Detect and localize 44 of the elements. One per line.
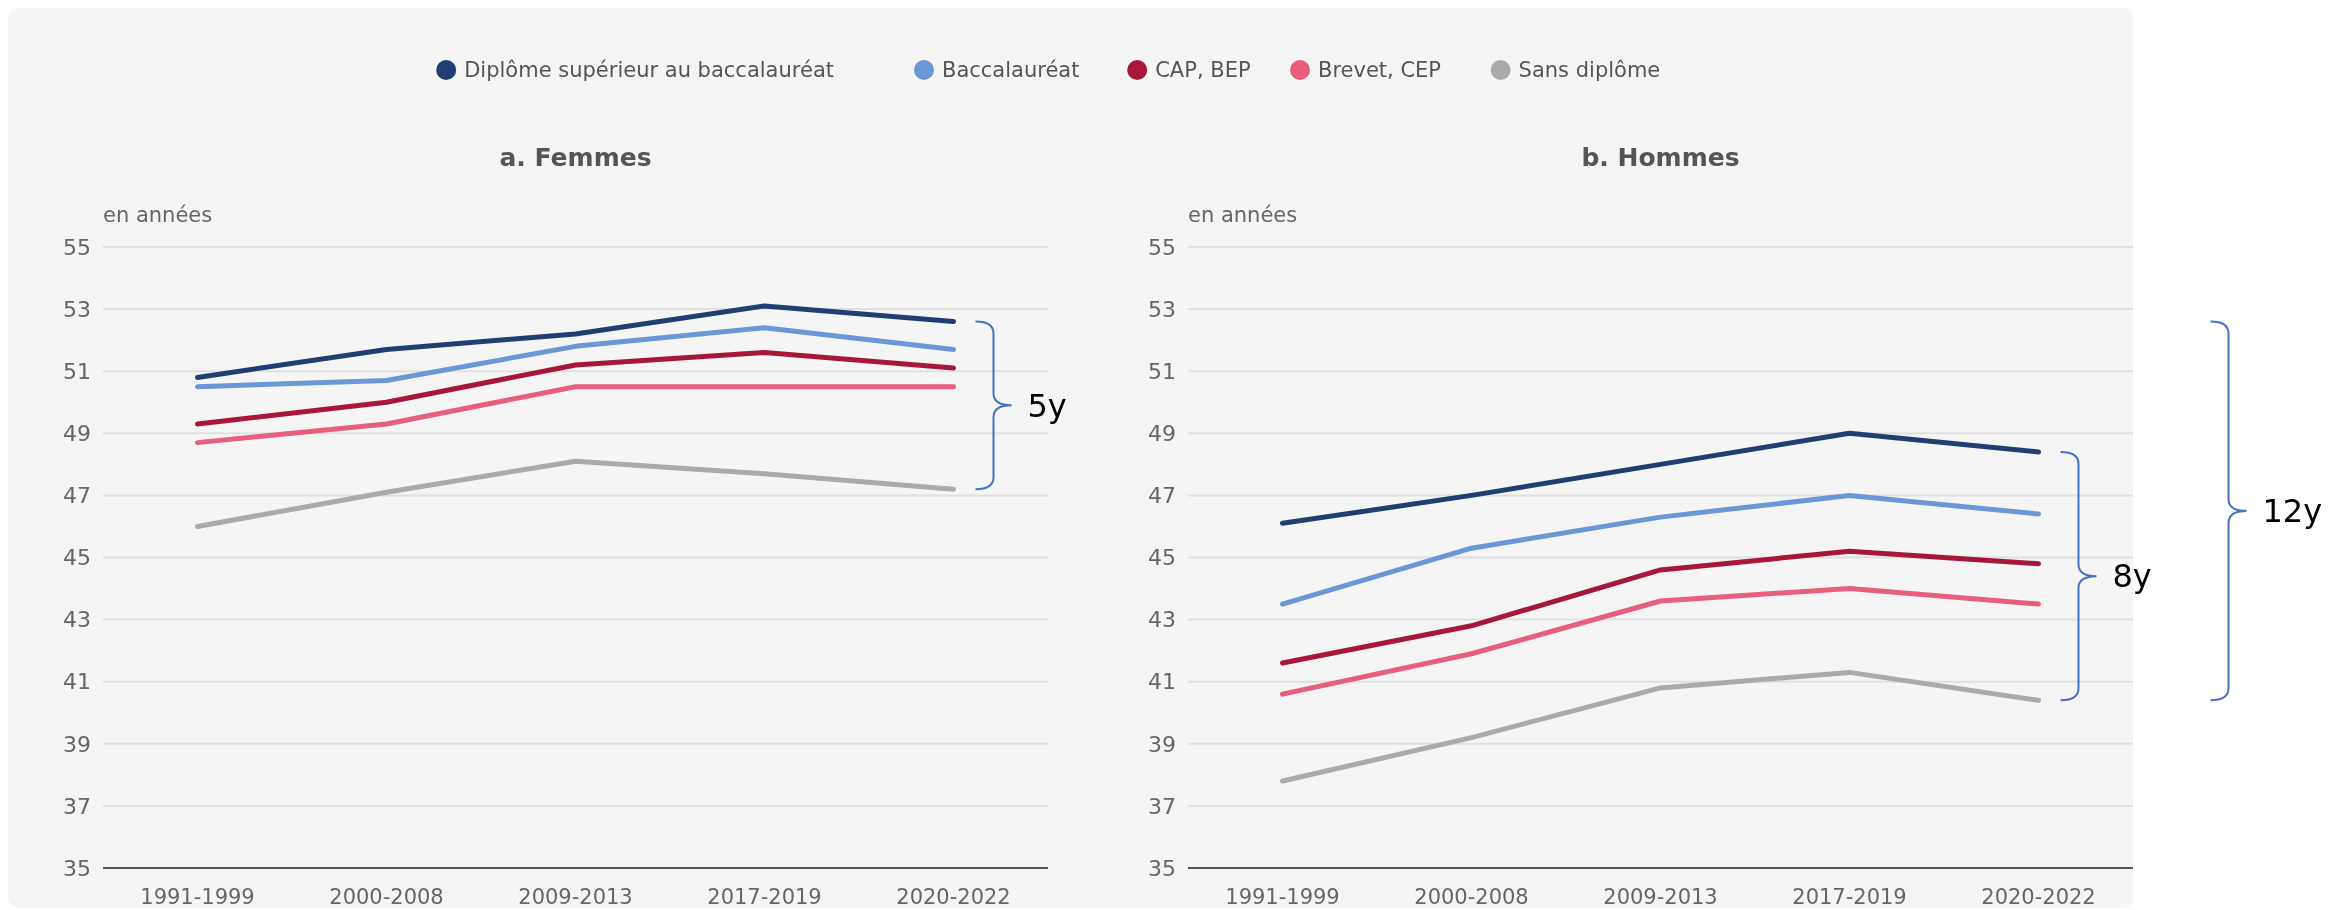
y-tick-label: 53 [63, 296, 91, 322]
y-tick-label: 41 [63, 669, 91, 695]
y-tick-label: 43 [63, 607, 91, 633]
x-tick-label: 2020-2022 [1981, 885, 2096, 909]
y-tick-label: 49 [63, 421, 91, 446]
annotation: 8y [2112, 557, 2152, 596]
x-tick-label: 2000-2008 [329, 885, 444, 909]
y-tick-label: 45 [1148, 545, 1176, 571]
chart-title: a. Femmes [499, 143, 652, 172]
legend-label: Baccalauréat [942, 58, 1080, 83]
y-axis-title: en années [103, 203, 213, 227]
x-tick-label: 2000-2008 [1414, 885, 1529, 909]
x-tick-label: 2017-2019 [1792, 885, 1907, 909]
y-tick-label: 55 [1148, 234, 1176, 260]
legend-label: Brevet, CEP [1318, 58, 1442, 83]
y-tick-label: 39 [63, 731, 91, 757]
y-axis-title: en années [1188, 203, 1298, 227]
y-tick-label: 35 [1148, 855, 1176, 881]
x-tick-label: 1991-1999 [1225, 885, 1340, 909]
y-tick-label: 39 [1148, 731, 1176, 757]
y-tick-label: 47 [1148, 483, 1176, 509]
y-tick-label: 51 [63, 358, 91, 384]
chart-title: b. Hommes [1581, 143, 1740, 172]
text: 12y [2262, 492, 2323, 531]
x-tick-label: 2009-2013 [518, 885, 633, 909]
x-tick-label: 2009-2013 [1603, 885, 1718, 909]
y-tick-label: 37 [1148, 793, 1176, 819]
y-tick-label: 45 [63, 545, 91, 571]
y-tick-label: 41 [1148, 669, 1176, 695]
y-tick-label: 43 [1148, 607, 1176, 633]
annotation: 5y [1027, 386, 1067, 425]
y-tick-label: 51 [1148, 358, 1176, 384]
legend-label: Sans diplôme [1518, 58, 1661, 83]
y-tick-label: 37 [63, 793, 91, 819]
y-tick-label: 53 [1148, 296, 1176, 322]
x-tick-label: 2017-2019 [707, 885, 822, 909]
y-tick-label: 55 [63, 234, 91, 260]
x-tick-label: 2020-2022 [896, 885, 1011, 909]
legend-label: CAP, BEP [1155, 58, 1251, 83]
y-tick-label: 49 [1148, 421, 1176, 446]
legend-label: Diplôme supérieur au baccalauréat [464, 58, 834, 83]
x-tick-label: 1991-1999 [140, 885, 255, 909]
y-tick-label: 47 [63, 483, 91, 509]
y-tick-label: 35 [63, 855, 91, 881]
